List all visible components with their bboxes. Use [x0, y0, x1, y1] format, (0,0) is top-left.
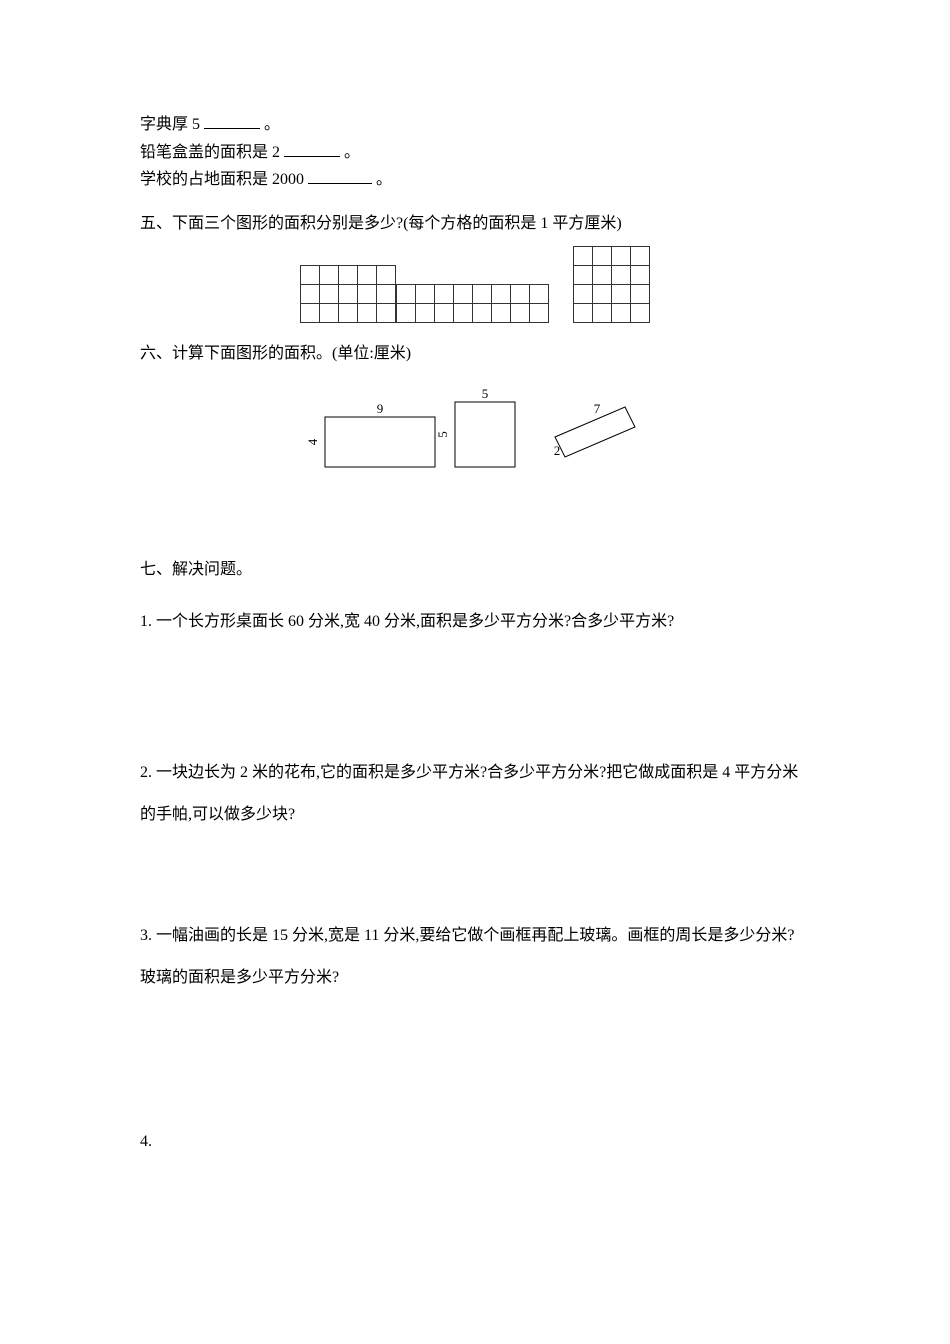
- rect-2: [455, 402, 515, 467]
- sec7-q1: 1. 一个长方形桌面长 60 分米,宽 40 分米,面积是多少平方分米?合多少平…: [140, 601, 810, 643]
- fill-line-1: 字典厚 5 。: [140, 112, 810, 138]
- fill-line-3: 学校的占地面积是 2000 。: [140, 167, 810, 193]
- svg-text:4: 4: [305, 438, 320, 445]
- fill-3-pre: 学校的占地面积是 2000: [140, 171, 304, 188]
- fill-2-post: 。: [344, 144, 360, 161]
- sec7-q4: 4.: [140, 1129, 810, 1155]
- grid-shape-2: [396, 284, 549, 323]
- fill-2-pre: 铅笔盒盖的面积是 2: [140, 144, 280, 161]
- sec7-q2: 2. 一块边长为 2 米的花布,它的面积是多少平方米?合多少平方分米?把它做成面…: [140, 752, 810, 835]
- fill-1-blank[interactable]: [204, 114, 260, 129]
- fill-1-pre: 字典厚 5: [140, 116, 200, 133]
- sec7-q3: 3. 一幅油画的长是 15 分米,宽是 11 分米,要给它做个画框再配上玻璃。画…: [140, 915, 810, 998]
- fill-line-2: 铅笔盒盖的面积是 2 。: [140, 140, 810, 166]
- svg-text:5: 5: [482, 386, 489, 401]
- svg-text:9: 9: [377, 401, 384, 416]
- sec5-grids: [140, 246, 810, 323]
- fill-3-post: 。: [376, 171, 392, 188]
- fill-2-blank[interactable]: [284, 141, 340, 156]
- svg-text:7: 7: [594, 401, 601, 416]
- sec6-heading: 六、计算下面图形的面积。(单位:厘米): [140, 341, 810, 367]
- sec5-heading: 五、下面三个图形的面积分别是多少?(每个方格的面积是 1 平方厘米): [140, 211, 810, 237]
- fill-3-blank[interactable]: [308, 169, 372, 184]
- grid-shape-1: [300, 265, 396, 323]
- grid-shape-3: [573, 246, 650, 323]
- svg-text:2: 2: [554, 443, 561, 458]
- sec7-heading: 七、解决问题。: [140, 557, 810, 583]
- rect-1: [325, 417, 435, 467]
- sec6-svg: 9 4 5 5 7 2: [295, 377, 655, 487]
- sec6-figures: 9 4 5 5 7 2: [140, 377, 810, 487]
- fill-1-post: 。: [264, 116, 280, 133]
- svg-text:5: 5: [435, 431, 450, 438]
